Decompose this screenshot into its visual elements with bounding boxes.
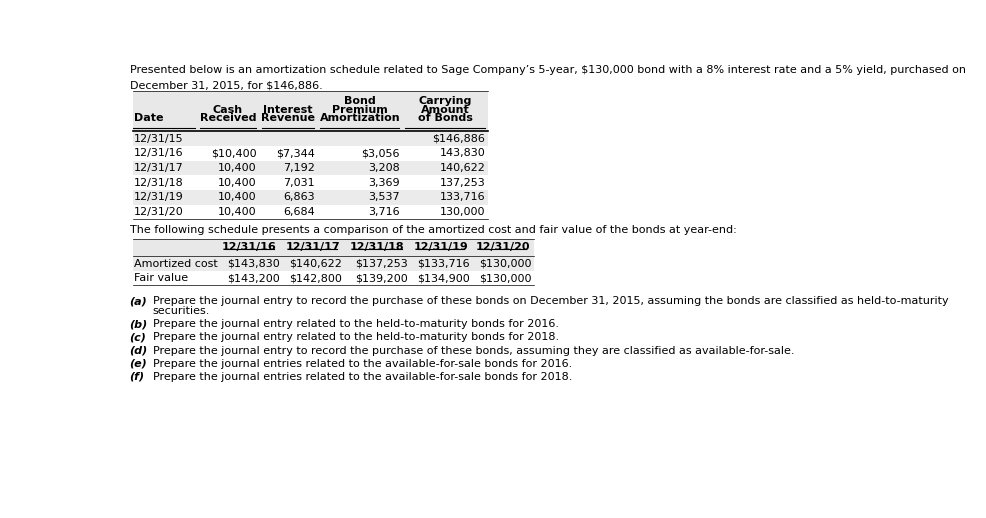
Text: Cash: Cash [213,105,243,114]
Text: Carrying: Carrying [418,96,471,106]
Text: Amortization: Amortization [319,113,399,123]
Text: $143,200: $143,200 [227,273,280,283]
Text: $134,900: $134,900 [417,273,469,283]
Text: 12/31/16: 12/31/16 [222,242,276,252]
Text: 3,208: 3,208 [368,163,399,173]
Text: $137,253: $137,253 [355,258,407,268]
Bar [132,256,533,271]
Text: 12/31/20: 12/31/20 [134,207,183,217]
Text: (e): (e) [129,358,147,369]
Text: $133,716: $133,716 [417,258,469,268]
Bar [132,190,487,205]
Text: Received: Received [199,113,256,123]
Text: Date: Date [134,113,164,123]
Text: $140,622: $140,622 [289,258,341,268]
Bar [132,271,533,285]
Text: Prepare the journal entry related to the held-to-maturity bonds for 2018.: Prepare the journal entry related to the… [153,333,558,342]
Text: 12/31/16: 12/31/16 [134,148,183,159]
Text: $146,886: $146,886 [432,134,485,144]
Text: 10,400: 10,400 [218,207,256,217]
Text: 140,622: 140,622 [439,163,485,173]
Text: 3,369: 3,369 [368,178,399,188]
Text: 12/31/20: 12/31/20 [475,242,529,252]
Bar [132,161,487,176]
Bar [132,146,487,161]
Text: 12/31/19: 12/31/19 [134,192,183,203]
Bar [132,132,487,146]
Text: 12/31/17: 12/31/17 [134,163,183,173]
Text: (f): (f) [129,372,145,382]
Text: $3,056: $3,056 [361,148,399,159]
Text: Revenue: Revenue [261,113,315,123]
Text: 12/31/19: 12/31/19 [413,242,468,252]
Bar [132,91,487,132]
Text: 12/31/18: 12/31/18 [134,178,183,188]
Text: 7,192: 7,192 [283,163,315,173]
Text: (a): (a) [129,296,147,306]
Text: $139,200: $139,200 [355,273,407,283]
Text: $10,400: $10,400 [211,148,256,159]
Text: 10,400: 10,400 [218,163,256,173]
Text: 7,031: 7,031 [283,178,315,188]
Text: Premium: Premium [331,105,387,114]
Text: Bond: Bond [343,96,376,106]
Text: securities.: securities. [153,306,210,316]
Text: $130,000: $130,000 [479,258,531,268]
Text: (d): (d) [129,346,148,355]
Text: 6,684: 6,684 [283,207,315,217]
Text: (c): (c) [129,333,146,342]
Text: (b): (b) [129,319,148,329]
Text: 10,400: 10,400 [218,192,256,203]
Text: Prepare the journal entries related to the available-for-sale bonds for 2018.: Prepare the journal entries related to t… [153,372,572,382]
Text: 137,253: 137,253 [439,178,485,188]
Text: of Bonds: of Bonds [417,113,472,123]
Bar [132,239,533,256]
Text: 6,863: 6,863 [283,192,315,203]
Text: Amortized cost: Amortized cost [134,258,218,268]
Text: 10,400: 10,400 [218,178,256,188]
Text: Presented below is an amortization schedule related to Sage Company’s 5-year, $1: Presented below is an amortization sched… [129,65,964,90]
Text: Prepare the journal entry to record the purchase of these bonds on December 31, : Prepare the journal entry to record the … [153,296,948,306]
Text: Prepare the journal entries related to the available-for-sale bonds for 2016.: Prepare the journal entries related to t… [153,358,572,369]
Bar [132,176,487,190]
Text: 12/31/15: 12/31/15 [134,134,183,144]
Text: $7,344: $7,344 [276,148,315,159]
Text: Prepare the journal entry to record the purchase of these bonds, assuming they a: Prepare the journal entry to record the … [153,346,794,355]
Text: 3,716: 3,716 [368,207,399,217]
Text: Fair value: Fair value [134,273,188,283]
Text: 12/31/18: 12/31/18 [349,242,404,252]
Text: Amount: Amount [420,105,469,114]
Text: The following schedule presents a comparison of the amortized cost and fair valu: The following schedule presents a compar… [129,225,736,235]
Text: Interest: Interest [263,105,313,114]
Bar [132,205,487,219]
Text: 3,537: 3,537 [368,192,399,203]
Text: 143,830: 143,830 [439,148,485,159]
Text: Prepare the journal entry related to the held-to-maturity bonds for 2016.: Prepare the journal entry related to the… [153,319,558,329]
Text: $143,830: $143,830 [227,258,280,268]
Text: $130,000: $130,000 [479,273,531,283]
Text: $142,800: $142,800 [289,273,341,283]
Text: 130,000: 130,000 [440,207,485,217]
Text: 133,716: 133,716 [439,192,485,203]
Text: 12/31/17: 12/31/17 [286,242,340,252]
